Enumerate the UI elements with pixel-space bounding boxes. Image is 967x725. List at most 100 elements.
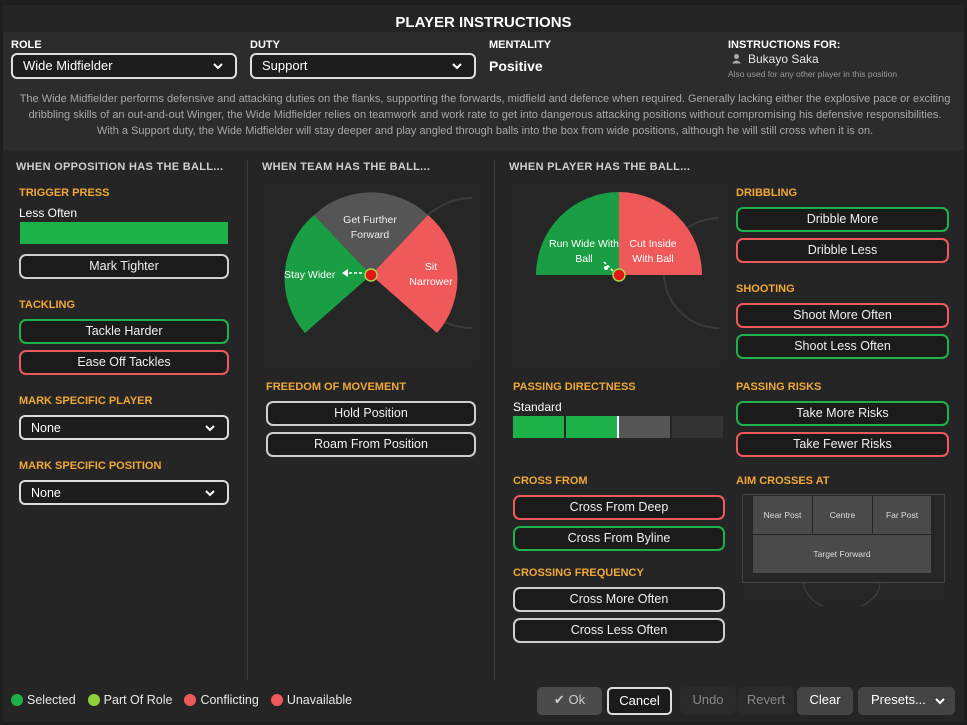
revert-button[interactable]: Revert xyxy=(738,687,794,715)
team-ball-heading: WHEN TEAM HAS THE BALL... xyxy=(262,161,431,173)
shoot-more-button[interactable]: Shoot More Often xyxy=(736,303,949,328)
player-marker xyxy=(364,268,378,282)
passing-directness-slider[interactable] xyxy=(513,416,723,438)
mark-position-label: MARK SPECIFIC POSITION xyxy=(19,460,162,472)
freedom-label: FREEDOM OF MOVEMENT xyxy=(266,381,406,393)
player-ball-pitch xyxy=(509,178,728,368)
cross-from-label: CROSS FROM xyxy=(513,475,588,487)
cross-from-byline-button[interactable]: Cross From Byline xyxy=(513,526,725,551)
mentality-label: MENTALITY xyxy=(489,39,552,51)
window-title: PLAYER INSTRUCTIONS xyxy=(395,14,572,31)
ok-label: Ok xyxy=(568,692,586,707)
slider-segment xyxy=(566,416,617,438)
further-forward-label: Get Further Forward xyxy=(343,214,397,241)
team-ball-pitch xyxy=(262,178,481,368)
role-description: The Wide Midfielder performs defensive a… xyxy=(19,93,951,137)
chevron-down-icon xyxy=(935,698,945,705)
tackle-harder-button[interactable]: Tackle Harder xyxy=(19,319,229,344)
passing-risks-label: PASSING RISKS xyxy=(736,381,822,393)
mark-tighter-button[interactable]: Mark Tighter xyxy=(19,254,229,279)
stay-wider-segment[interactable] xyxy=(284,215,371,333)
presets-label: Presets... xyxy=(871,692,926,707)
chevron-down-icon xyxy=(213,63,223,70)
role-label: ROLE xyxy=(11,39,42,51)
ok-button[interactable]: ✔ Ok xyxy=(537,687,602,715)
player-ball-heading: WHEN PLAYER HAS THE BALL... xyxy=(509,161,691,173)
player-icon xyxy=(732,54,741,64)
dribble-less-button[interactable]: Dribble Less xyxy=(736,238,949,263)
further-forward-segment[interactable] xyxy=(314,192,428,275)
header-band xyxy=(3,32,964,150)
role-value: Wide Midfielder xyxy=(23,58,113,73)
trigger-press-slider[interactable] xyxy=(20,222,228,244)
far-post-zone[interactable]: Far Post xyxy=(873,496,931,534)
mark-player-value: None xyxy=(31,421,61,435)
target-forward-zone[interactable]: Target Forward xyxy=(753,535,931,573)
clear-button[interactable]: Clear xyxy=(797,687,853,715)
passing-directness-value: Standard xyxy=(513,400,562,414)
dribble-more-button[interactable]: Dribble More xyxy=(736,207,949,232)
player-marker xyxy=(612,268,626,282)
hold-position-button[interactable]: Hold Position xyxy=(266,401,476,426)
take-fewer-risks-button[interactable]: Take Fewer Risks xyxy=(736,432,949,457)
aim-crosses-label: AIM CROSSES AT xyxy=(736,475,830,487)
sit-narrower-segment[interactable] xyxy=(371,215,458,333)
trigger-press-label: TRIGGER PRESS xyxy=(19,187,110,199)
selected-dot xyxy=(11,694,23,706)
mentality-value: Positive xyxy=(489,58,543,74)
arrow-head xyxy=(342,269,348,277)
cut-inside-label: Cut Inside With Ball xyxy=(629,238,677,265)
sit-narrower-label: Sit Narrower xyxy=(409,261,453,288)
legend-unavailable: Unavailable xyxy=(286,693,353,707)
duty-dropdown[interactable]: Support xyxy=(250,53,476,79)
slider-segment xyxy=(513,416,564,438)
ease-off-tackles-button[interactable]: Ease Off Tackles xyxy=(19,350,229,375)
conflicting-dot xyxy=(184,694,197,706)
check-icon: ✔ xyxy=(553,692,565,707)
duty-value: Support xyxy=(262,58,308,73)
centre-zone[interactable]: Centre xyxy=(813,496,872,534)
undo-button[interactable]: Undo xyxy=(680,687,736,715)
chevron-down-icon xyxy=(452,63,462,70)
legend: Selected Part Of Role Conflicting Unavai… xyxy=(11,693,352,707)
unavailable-dot xyxy=(270,694,283,706)
slider-segment xyxy=(619,416,670,438)
run-wide-segment[interactable] xyxy=(536,192,619,275)
mark-player-dropdown[interactable]: None xyxy=(19,415,229,440)
legend-conflicting: Conflicting xyxy=(200,693,259,707)
mark-player-label: MARK SPECIFIC PLAYER xyxy=(19,395,153,407)
player-name[interactable]: Bukayo Saka xyxy=(748,52,819,66)
opposition-heading: WHEN OPPOSITION HAS THE BALL... xyxy=(16,161,224,173)
crossing-frequency-label: CROSSING FREQUENCY xyxy=(513,567,644,579)
chevron-down-icon xyxy=(205,425,215,432)
duty-label: DUTY xyxy=(250,39,280,51)
cut-inside-segment[interactable] xyxy=(619,192,702,275)
player-dribble-wheel xyxy=(536,192,720,329)
role-dropdown[interactable]: Wide Midfielder xyxy=(11,53,237,79)
slider-marker xyxy=(617,416,619,438)
cross-more-often-button[interactable]: Cross More Often xyxy=(513,587,725,612)
legend-part-of-role: Part Of Role xyxy=(103,693,173,707)
passing-directness-label: PASSING DIRECTNESS xyxy=(513,381,636,393)
mark-position-dropdown[interactable]: None xyxy=(19,480,229,505)
tackling-label: TACKLING xyxy=(19,299,76,311)
cross-less-often-button[interactable]: Cross Less Often xyxy=(513,618,725,643)
shoot-less-button[interactable]: Shoot Less Often xyxy=(736,334,949,359)
legend-selected: Selected xyxy=(27,693,76,707)
presets-button[interactable]: Presets... xyxy=(858,687,955,715)
mark-position-value: None xyxy=(31,486,61,500)
instructions-for-label: INSTRUCTIONS FOR: xyxy=(728,39,841,51)
column-divider xyxy=(494,160,495,680)
dribbling-label: DRIBBLING xyxy=(736,187,798,199)
run-wide-label: Run Wide With Ball xyxy=(548,238,620,265)
cross-from-deep-button[interactable]: Cross From Deep xyxy=(513,495,725,520)
ball-icon xyxy=(604,266,608,270)
roam-from-position-button[interactable]: Roam From Position xyxy=(266,432,476,457)
stay-wider-label: Stay Wider xyxy=(284,269,336,281)
near-post-zone[interactable]: Near Post xyxy=(753,496,812,534)
box-lines xyxy=(742,494,945,606)
trigger-press-value: Less Often xyxy=(19,206,78,220)
column-divider xyxy=(247,160,248,680)
cancel-button[interactable]: Cancel xyxy=(607,687,672,715)
take-more-risks-button[interactable]: Take More Risks xyxy=(736,401,949,426)
